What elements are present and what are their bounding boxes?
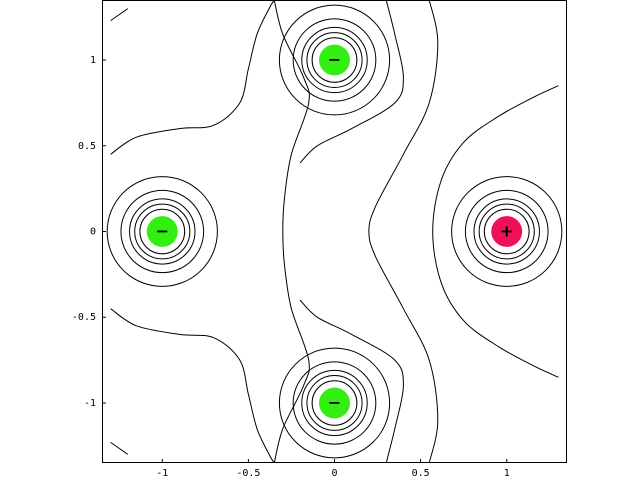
x-tick-label: 1: [504, 468, 510, 479]
equipotential-ring: [473, 198, 540, 265]
charge-dot: [491, 216, 523, 247]
equipotential-ring: [278, 4, 391, 116]
x-tick-label: 0.5: [412, 468, 430, 479]
x-tick-label: 0: [331, 468, 337, 479]
charges: − − − +: [146, 44, 523, 419]
y-tick-label: -0.5: [72, 312, 96, 323]
y-tick-label: 0.5: [78, 141, 96, 152]
charge-sign-label: −: [328, 50, 341, 69]
contour-lines: [106, 0, 563, 463]
negative-charge: −: [319, 387, 350, 419]
contour-left-center-curve: [273, 0, 310, 463]
equipotential-ring: [311, 380, 358, 426]
equipotential-ring: [292, 18, 377, 102]
y-tick-label: 1: [90, 55, 96, 66]
equipotential-ring: [301, 369, 368, 437]
contour-upper-left-curve: [110, 0, 275, 155]
equipotential-ring: [278, 347, 391, 459]
equipotential-ring: [451, 176, 563, 287]
equipotential-ring: [139, 208, 186, 255]
y-tick-label: -1: [84, 398, 96, 409]
equipotential-ring: [306, 32, 363, 88]
equipotential-ring: [306, 375, 363, 431]
equipotential-ring: [106, 176, 218, 287]
contour-top-left-corner-stub: [110, 8, 129, 22]
equipotential-ring: [134, 203, 191, 260]
charge-sign-label: −: [156, 222, 169, 241]
contour-lower-left-curve: [110, 308, 275, 463]
equipotential-ring: [483, 208, 530, 255]
charge-dot: [319, 44, 350, 76]
charge-dot: [146, 216, 178, 247]
axis-ticks: -1 -0.5 0 0.5 1 1 0.5 0 -0.5 -1: [72, 55, 510, 479]
charge-dot: [319, 387, 350, 419]
contour-top-right-curve-a: [299, 0, 404, 164]
equipotential-ring: [301, 26, 368, 94]
equipotential-ring: [311, 37, 358, 83]
equipotential-ring: [120, 189, 205, 274]
x-tick-label: -0.5: [236, 468, 260, 479]
negative-charge: −: [319, 44, 350, 76]
charge-sign-label: −: [328, 393, 341, 412]
negative-charge: −: [146, 216, 178, 247]
contour-bottom-left-corner-stub: [110, 441, 129, 455]
equipotential-ring: [292, 361, 377, 445]
positive-charge: +: [491, 216, 523, 247]
equipotential-ring: [478, 203, 535, 260]
contour-bottom-right-curve-a: [299, 299, 404, 463]
contour-middle-curve: [368, 0, 439, 463]
contour-right-outer-curve: [432, 85, 559, 378]
charge-sign-label: +: [500, 222, 513, 241]
x-tick-label: -1: [156, 468, 168, 479]
y-tick-label: 0: [90, 227, 96, 238]
equipotential-ring: [129, 198, 196, 265]
equipotential-ring: [464, 189, 549, 274]
